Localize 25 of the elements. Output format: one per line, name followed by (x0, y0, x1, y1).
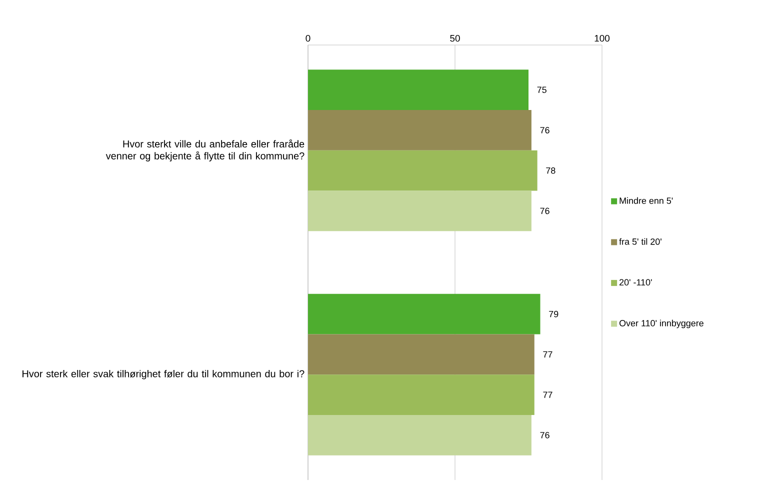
x-tick-label: 50 (450, 34, 460, 42)
data-label: 76 (540, 127, 550, 134)
bar (308, 334, 534, 375)
bar (308, 374, 534, 415)
data-label: 78 (546, 167, 556, 174)
bar (308, 110, 532, 150)
x-tick-label: 0 (306, 34, 310, 42)
legend-label: fra 5' til 20' (619, 238, 662, 245)
legend-label: Over 110' innbyggere (619, 320, 704, 328)
y-tick-label: Hvor sterkt ville du anbefale eller fraråde venner og bekjente å flytte til din kommune? (106, 139, 304, 162)
legend-label: 20' -110' (620, 279, 652, 286)
bar (308, 150, 538, 191)
bar (308, 294, 540, 334)
bar (308, 190, 532, 232)
bar (308, 70, 529, 110)
data-label: 79 (549, 310, 558, 318)
data-label: 75 (537, 86, 546, 93)
data-label: 76 (540, 208, 550, 214)
bar (308, 414, 532, 456)
legend-label: Mindre enn 5' (620, 197, 673, 204)
data-label: 76 (540, 432, 550, 438)
x-tick-label: 100 (594, 34, 610, 42)
y-tick-label: Hvor sterk eller svak tilhørighet føler du til kommunen du bor i? (22, 370, 304, 380)
data-label: 77 (543, 392, 552, 398)
data-label: 77 (543, 351, 552, 358)
